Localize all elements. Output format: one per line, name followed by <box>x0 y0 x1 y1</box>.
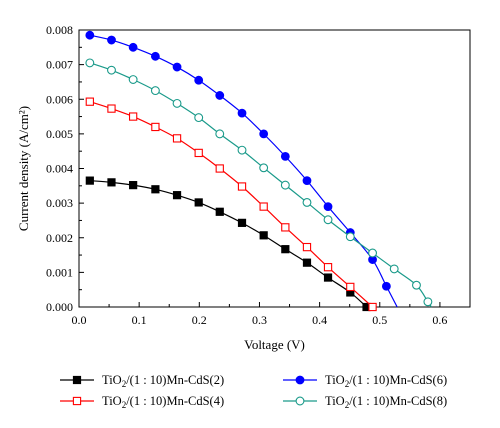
data-point <box>215 164 224 173</box>
data-point <box>259 129 269 139</box>
data-point <box>281 223 290 232</box>
data-point <box>302 176 312 186</box>
data-point <box>128 112 138 121</box>
data-point <box>151 122 160 132</box>
data-point <box>368 302 377 312</box>
data-point <box>194 198 203 207</box>
series-line <box>89 62 432 308</box>
y-tick-label: 0.004 <box>46 162 73 176</box>
series-line <box>89 34 398 308</box>
data-point <box>280 151 290 161</box>
data-point <box>107 35 116 45</box>
data-point <box>323 202 333 211</box>
data-point <box>85 58 95 68</box>
y-tick-label: 0.008 <box>46 23 73 37</box>
legend-label: TiO2/(1 : 10)Mn-CdS(8) <box>325 394 447 410</box>
legend-marker <box>72 396 82 406</box>
y-tick-label: 0.007 <box>46 58 73 72</box>
data-point <box>412 280 421 290</box>
data-point <box>302 258 312 267</box>
x-tick-label: 0.4 <box>312 313 327 327</box>
data-point <box>346 282 355 292</box>
data-point <box>194 148 203 158</box>
legend-marker <box>295 396 305 406</box>
plot-frame <box>78 29 471 308</box>
axes <box>78 29 471 308</box>
data-point <box>237 145 247 155</box>
data-point <box>381 281 391 291</box>
legend: TiO2/(1 : 10)Mn-CdS(2) TiO2/(1 : 10)Mn-Cd… <box>60 373 447 410</box>
y-tick-label: 0.003 <box>46 196 73 210</box>
data-point <box>150 51 160 61</box>
data-point <box>259 231 268 240</box>
data-point <box>85 176 94 185</box>
series-3 <box>85 30 398 308</box>
x-tick-label: 0.1 <box>132 313 147 327</box>
data-point <box>107 178 116 187</box>
y-tick-label: 0.000 <box>46 300 73 314</box>
data-point <box>215 129 225 139</box>
series-2 <box>85 97 377 312</box>
data-point <box>281 245 290 254</box>
legend-entry-2: TiO2/(1 : 10)Mn-CdS(4) <box>60 394 224 410</box>
data-point <box>323 215 333 225</box>
data-point <box>237 108 247 118</box>
data-point <box>302 197 312 207</box>
series-1 <box>85 176 371 312</box>
y-tick-label: 0.001 <box>46 265 73 279</box>
x-tick-label: 0.5 <box>372 313 387 327</box>
legend-entry-3: TiO2/(1 : 10)Mn-CdS(6) <box>283 373 447 389</box>
data-point <box>323 273 333 282</box>
data-point <box>215 91 225 100</box>
y-axis-title: Current density (A/cm²) <box>16 106 31 231</box>
data-point <box>302 242 312 252</box>
data-point <box>194 113 204 123</box>
legend-entry-1: TiO2/(1 : 10)Mn-CdS(2) <box>60 373 224 389</box>
data-point <box>172 98 182 108</box>
x-tick-label: 0.2 <box>192 313 207 327</box>
data-point <box>150 86 160 96</box>
series-4 <box>85 58 433 308</box>
data-point <box>259 163 269 173</box>
x-tick-label: 0.6 <box>432 313 447 327</box>
x-tick-label: 0.0 <box>72 313 87 327</box>
data-point <box>215 207 224 216</box>
data-point <box>423 297 433 307</box>
data-point <box>151 185 160 194</box>
axis-ticks: 0.0 0.1 0.2 0.3 0.4 0.5 0.6 0.000 0.001 0.002 0.00… <box>46 23 471 327</box>
data-point <box>345 232 355 242</box>
x-tick-label: 0.3 <box>252 313 267 327</box>
data-point <box>128 42 138 52</box>
data-point <box>368 248 378 258</box>
legend-label: TiO2/(1 : 10)Mn-CdS(6) <box>325 373 447 389</box>
y-tick-label: 0.002 <box>46 231 73 245</box>
series-line <box>89 180 367 308</box>
data-point <box>172 191 182 200</box>
data-point <box>194 75 204 85</box>
y-tick-label: 0.006 <box>46 92 73 106</box>
data-point <box>280 180 290 190</box>
data-series <box>85 30 433 312</box>
x-axis-title: Voltage (V) <box>244 337 305 352</box>
legend-entry-4: TiO2/(1 : 10)Mn-CdS(8) <box>283 394 447 410</box>
data-point <box>128 75 138 84</box>
legend-marker <box>295 375 305 385</box>
data-point <box>259 202 268 211</box>
data-point <box>172 62 182 72</box>
data-point <box>389 264 399 274</box>
data-point <box>172 134 182 143</box>
data-point <box>237 218 247 227</box>
legend-label: TiO2/(1 : 10)Mn-CdS(4) <box>102 394 224 410</box>
data-point <box>85 97 94 106</box>
y-tick-label: 0.005 <box>46 127 73 141</box>
data-point <box>85 30 95 40</box>
data-point <box>107 65 116 75</box>
data-point <box>323 263 333 272</box>
legend-label: TiO2/(1 : 10)Mn-CdS(2) <box>102 373 224 389</box>
legend-marker <box>72 375 82 385</box>
data-point <box>107 104 116 113</box>
data-point <box>129 181 138 190</box>
data-point <box>237 182 247 191</box>
